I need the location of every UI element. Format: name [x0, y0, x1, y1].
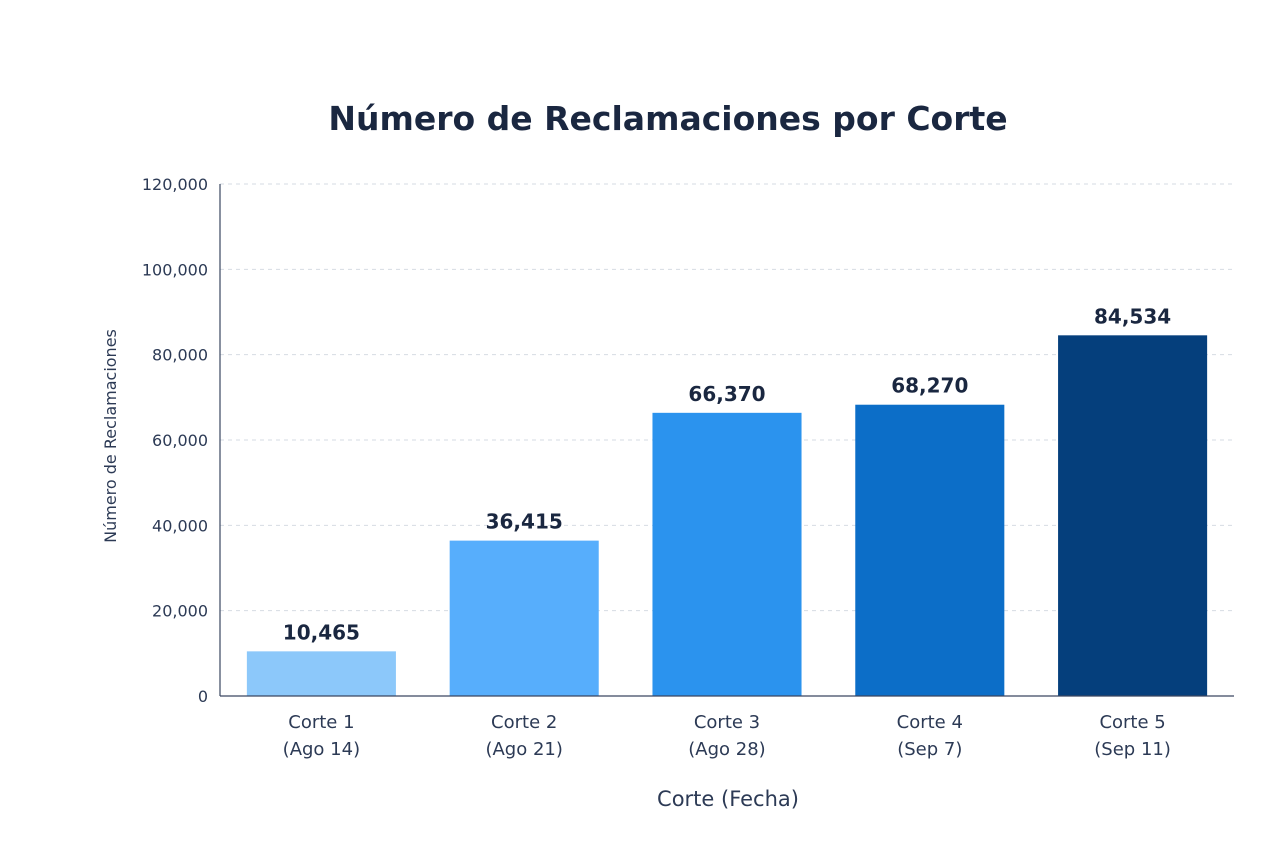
x-tick-sublabel: (Ago 21) — [485, 739, 562, 760]
x-tick-sublabel: (Ago 28) — [688, 739, 765, 760]
x-tick-label: Corte 4 — [897, 712, 963, 733]
bar — [652, 412, 802, 696]
y-tick-label: 60,000 — [152, 431, 208, 450]
y-tick-label: 20,000 — [152, 602, 208, 621]
value-label: 36,415 — [486, 510, 563, 534]
x-tick-sublabel: (Sep 11) — [1094, 739, 1171, 760]
y-tick-label: 80,000 — [152, 346, 208, 365]
x-tick-label: Corte 1 — [288, 712, 354, 733]
axes — [219, 184, 1234, 697]
bar — [449, 540, 599, 696]
y-tick-label: 0 — [198, 687, 208, 706]
value-label: 66,370 — [688, 382, 765, 406]
x-tick-labels: Corte 1 (Ago 14) Corte 2 (Ago 21) Corte 3 (Ag… — [283, 712, 1171, 760]
x-tick-sublabel: (Ago 14) — [283, 739, 360, 760]
value-label: 68,270 — [891, 374, 968, 398]
value-label: 10,465 — [283, 620, 360, 644]
bar — [855, 404, 1005, 696]
value-label: 84,534 — [1094, 304, 1171, 328]
y-tick-label: 100,000 — [142, 260, 208, 279]
bar — [1058, 335, 1208, 696]
y-tick-label: 40,000 — [152, 516, 208, 535]
x-tick-sublabel: (Sep 7) — [897, 739, 962, 760]
bar — [246, 651, 396, 696]
x-tick-label: Corte 5 — [1099, 712, 1165, 733]
x-tick-label: Corte 2 — [491, 712, 557, 733]
value-labels: 10,465 36,415 66,370 68,270 84,534 — [283, 304, 1171, 644]
y-tick-label: 120,000 — [142, 175, 208, 194]
x-tick-label: Corte 3 — [694, 712, 760, 733]
chart-title: Número de Reclamaciones por Corte — [328, 99, 1007, 138]
bars — [246, 335, 1208, 696]
y-tick-labels: 0 20,000 40,000 60,000 80,000 100,000 120,000 — [142, 175, 208, 706]
y-axis-label: Número de Reclamaciones — [101, 329, 120, 543]
x-axis-label: Corte (Fecha) — [657, 787, 799, 811]
